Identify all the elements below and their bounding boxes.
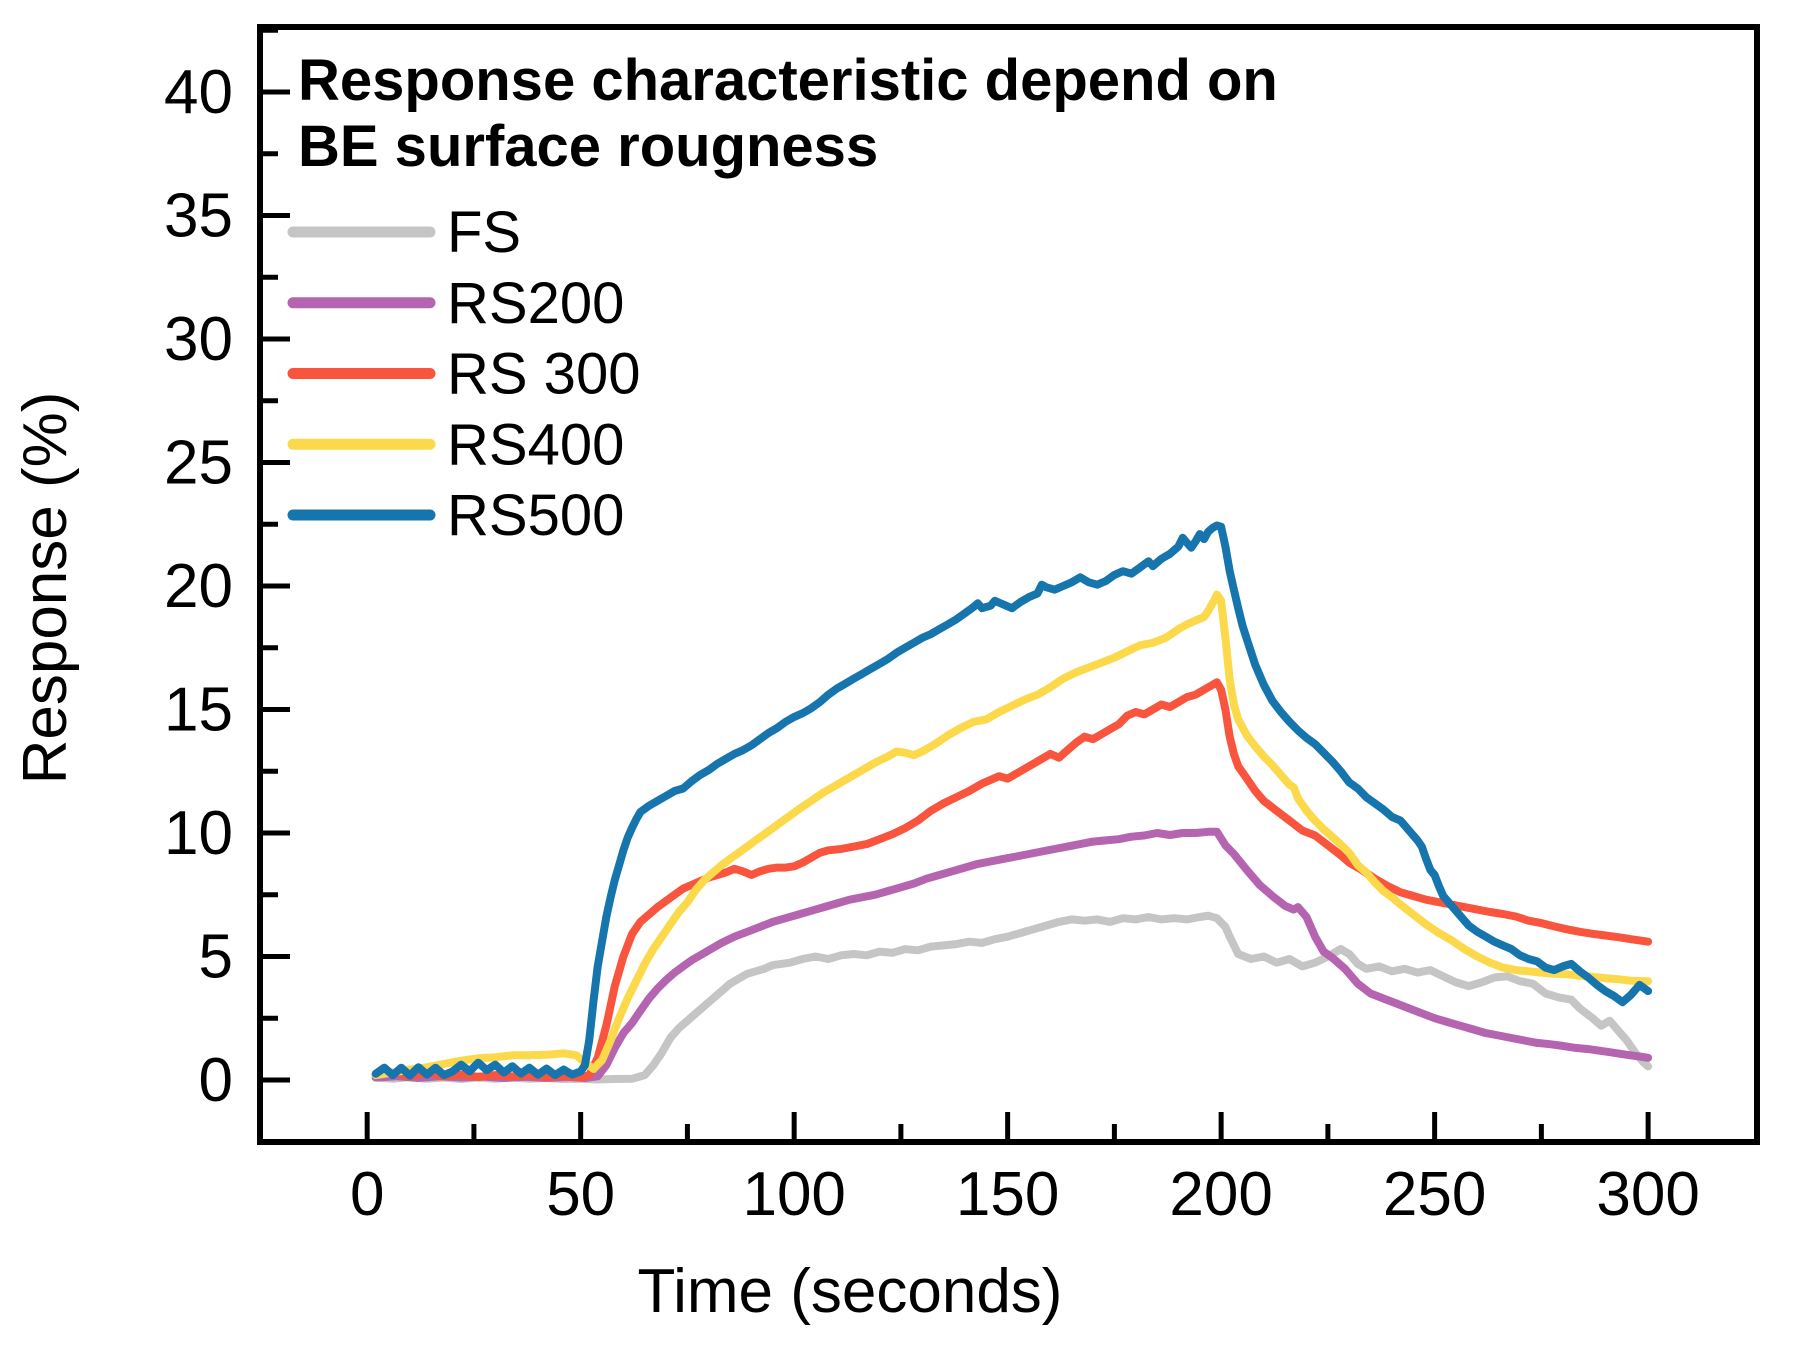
x-tick-label: 200 [1169, 1160, 1272, 1229]
x-tick-label: 150 [956, 1160, 1059, 1229]
chart-title-line-2: BE surface rougness [298, 114, 878, 179]
y-tick-label: 0 [199, 1046, 233, 1115]
legend-label-RS300: RS 300 [447, 342, 640, 407]
legend-label-RS500: RS500 [447, 483, 624, 548]
x-tick-label: 300 [1596, 1160, 1699, 1229]
series-line-RS200 [371, 827, 1653, 1082]
x-tick-label: 100 [742, 1160, 845, 1229]
x-axis-title: Time (seconds) [638, 1257, 1063, 1326]
tick-labels: 0 50 100 150 200 250 300 0 5 10 15 20 25 30 35 40 [164, 58, 1700, 1229]
y-tick-label: 10 [164, 799, 233, 868]
x-tick-label: 0 [350, 1160, 384, 1229]
legend-label-FS: FS [447, 200, 521, 265]
series-line-RS500 [371, 521, 1653, 1080]
y-tick-label: 40 [164, 58, 233, 127]
legend-label-RS400: RS400 [447, 412, 624, 477]
x-tick-label: 50 [546, 1160, 615, 1229]
series-line-RS300 [371, 678, 1653, 1082]
legend-label-RS200: RS200 [447, 271, 624, 336]
y-tick-label: 25 [164, 429, 233, 498]
series-lines [371, 521, 1653, 1084]
axes [257, 24, 1760, 1145]
y-tick-label: 30 [164, 305, 233, 374]
y-tick-label: 20 [164, 552, 233, 621]
chart-title-line-1: Response characteristic depend on [298, 48, 1278, 113]
x-tick-label: 250 [1383, 1160, 1486, 1229]
y-tick-label: 5 [199, 923, 233, 992]
y-tick-label: 15 [164, 676, 233, 745]
series-line-RS400 [371, 590, 1653, 1080]
series-line-FS [371, 911, 1653, 1084]
y-axis-title: Response (%) [11, 392, 80, 785]
y-tick-label: 35 [164, 182, 233, 251]
